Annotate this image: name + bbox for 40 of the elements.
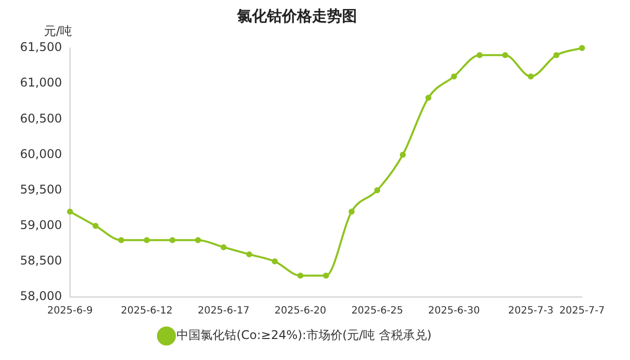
x-tick-label: 2025-6-25: [351, 306, 404, 317]
point: [272, 258, 278, 264]
y-tick-label: 59,000: [20, 218, 62, 232]
point: [502, 52, 508, 58]
point: [144, 237, 150, 244]
point: [169, 237, 176, 244]
y-tick-label: 59,500: [20, 182, 62, 196]
chart-title: 氯化钴价格走势图: [236, 6, 357, 25]
point: [322, 272, 329, 279]
x-tick-label: 2025-7-7: [559, 306, 605, 317]
x-tick-label: 2025-6-30: [428, 306, 480, 317]
point: [118, 237, 124, 244]
x-tick-label: 2025-6-17: [198, 306, 250, 317]
legend-label: 中国氯化钴(Co:≥24%):市场价(元/吨 含税承兑): [176, 328, 432, 342]
x-tick-label: 2025-6-20: [274, 306, 326, 317]
point: [528, 73, 534, 80]
y-tick-label: 58,000: [20, 289, 62, 304]
point: [425, 94, 432, 101]
point: [579, 45, 585, 51]
y-tick-label: 60,500: [20, 111, 62, 126]
y-axis-title: 元/吨: [44, 24, 72, 38]
y-tick-label: 58,500: [20, 254, 62, 268]
x-tick-label: 2025-6-12: [120, 306, 173, 317]
point: [374, 187, 380, 194]
y-tick-label: 60,000: [20, 146, 62, 161]
point: [66, 208, 73, 215]
point: [194, 237, 201, 244]
point: [297, 272, 304, 279]
point: [92, 222, 99, 229]
point: [246, 251, 252, 258]
point: [220, 244, 227, 250]
point: [450, 73, 457, 80]
y-tick-label: 61,000: [20, 76, 62, 90]
x-tick-label: 2025-7-3: [508, 306, 554, 317]
y-tick-label: 61,500: [20, 40, 62, 54]
point: [476, 52, 483, 58]
point: [553, 52, 560, 58]
point: [400, 152, 406, 158]
point: [348, 208, 355, 215]
x-tick-label: 2025-6-9: [47, 306, 93, 317]
